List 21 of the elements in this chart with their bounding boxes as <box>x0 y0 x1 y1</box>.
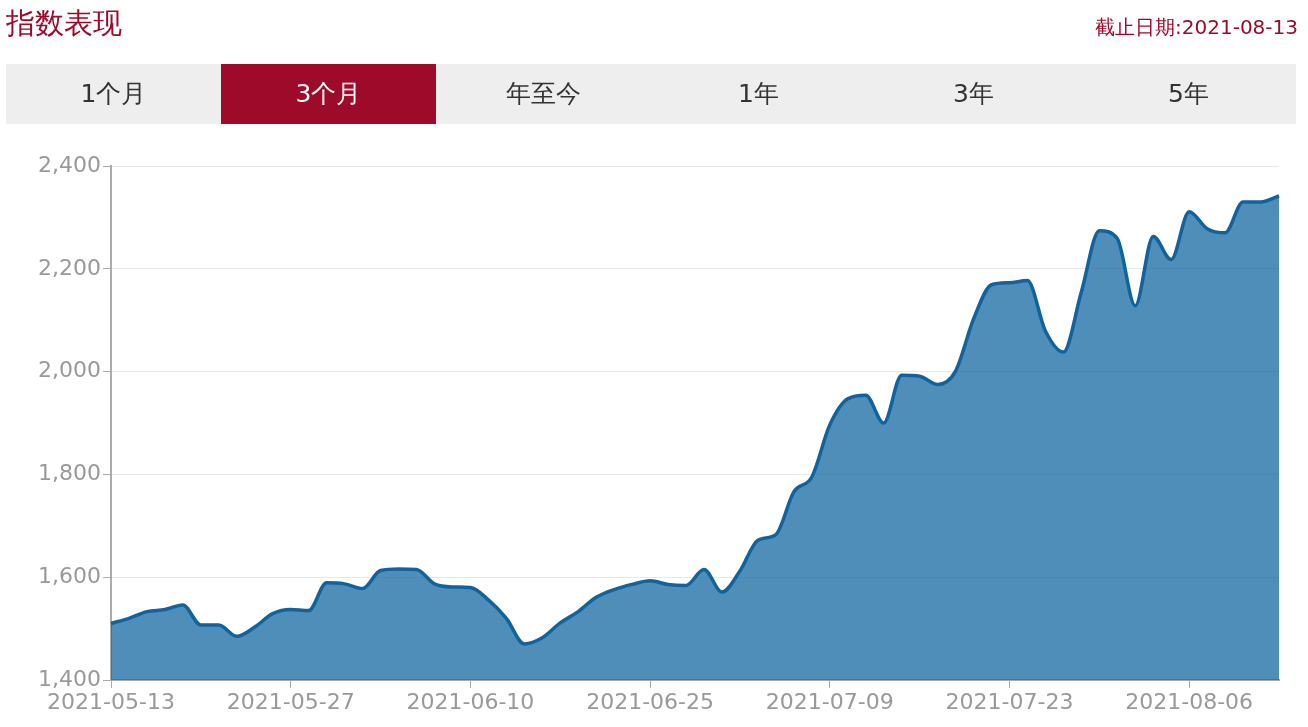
x-tick-label: 2021-06-25 <box>586 688 715 714</box>
x-tick-label: 2021-06-10 <box>406 688 535 714</box>
y-tick-label: 2,000 <box>38 357 101 383</box>
x-tick-label: 2021-07-23 <box>945 688 1074 714</box>
text: 5年 <box>1167 78 1210 110</box>
x-tick-label: 2021-05-13 <box>47 688 175 714</box>
text: 年至今 <box>505 78 582 110</box>
text: 1个月 <box>79 78 148 110</box>
chart-title: 指数表现 <box>6 5 122 42</box>
text: 3个月 <box>221 64 436 124</box>
x-tick-label: 2021-08-06 <box>1125 688 1254 714</box>
chart-subtitle: 截止日期:2021-08-13 <box>1095 14 1298 41</box>
y-tick-label: 1,800 <box>38 460 101 486</box>
text: 3年 <box>952 78 995 110</box>
text: 1年 <box>737 78 780 110</box>
x-tick-label: 2021-05-27 <box>226 688 355 714</box>
y-tick-label: 1,600 <box>38 562 101 588</box>
y-tick-label: 1,400 <box>38 665 101 691</box>
y-tick-label: 2,200 <box>38 254 101 280</box>
y-tick-label: 2,400 <box>38 151 101 177</box>
x-tick-label: 2021-07-09 <box>765 688 894 714</box>
